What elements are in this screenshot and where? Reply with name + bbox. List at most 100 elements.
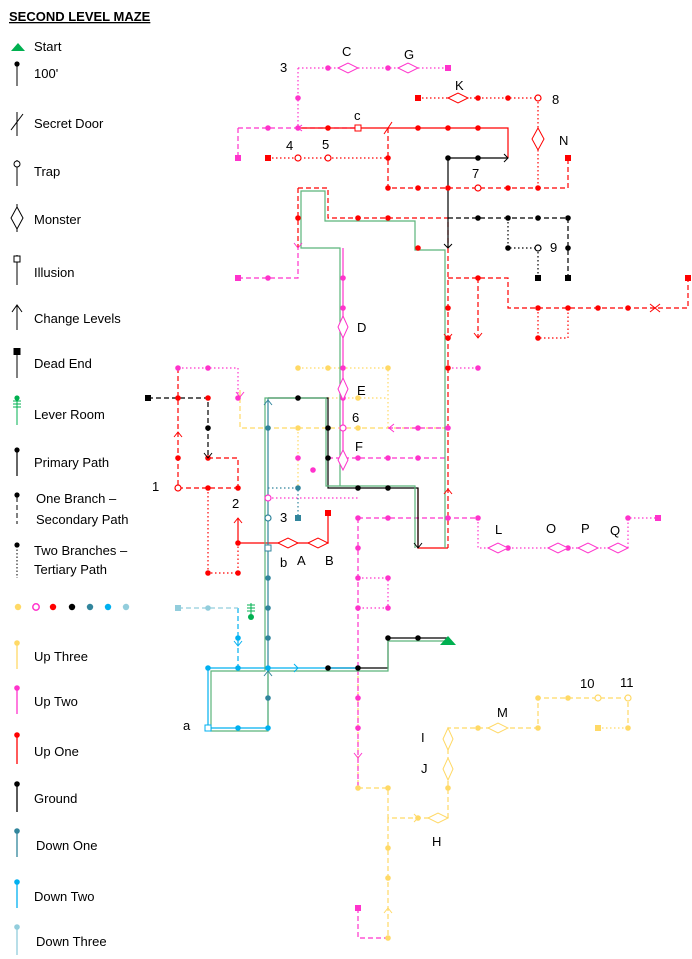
change-level-arrow-11 [443, 488, 453, 495]
monster-M [486, 722, 510, 734]
trap-10 [594, 694, 602, 702]
legend-label-lever-room: Lever Room [34, 407, 105, 422]
dead-end-12 [295, 515, 301, 521]
secret-door-3 [649, 303, 661, 313]
dead-end-14 [175, 605, 181, 611]
label-10: 10 [580, 676, 594, 691]
label-C: C [342, 44, 351, 59]
monster-icon [10, 204, 24, 232]
up-three-paths [239, 367, 629, 938]
dead-end-8 [565, 275, 571, 281]
label-M: M [497, 705, 508, 720]
label-H: H [432, 834, 441, 849]
up-one-paths [177, 97, 689, 574]
monster-P [576, 542, 600, 554]
trap-7 [474, 184, 482, 192]
dead-end-3 [235, 155, 241, 161]
legend-label-100: 100' [34, 66, 58, 81]
label-4: 4 [286, 138, 293, 153]
change-level-arrow-13 [263, 399, 273, 406]
tertiary-path-icon [14, 542, 20, 578]
label-G: G [404, 47, 414, 62]
label-J: J [421, 761, 428, 776]
change-level-arrow-3 [443, 243, 453, 249]
label-9: 9 [550, 240, 557, 255]
maze-paths [148, 67, 689, 939]
monster-A [276, 537, 300, 549]
monster-H [426, 812, 450, 824]
monster-Q [606, 542, 630, 554]
illusion-b [264, 544, 272, 552]
change-level-arrow-18 [383, 907, 393, 914]
illusion-icon [13, 255, 21, 285]
dead-end-7 [535, 275, 541, 281]
trap-2 [264, 494, 272, 502]
label-L: L [495, 522, 502, 537]
label-E: E [357, 383, 366, 398]
maze-symbols [145, 62, 691, 914]
dead-end-16 [355, 905, 361, 911]
legend-label-trap: Trap [34, 164, 60, 179]
label-6: 6 [352, 410, 359, 425]
down-one-key-icon [14, 828, 20, 857]
trap-icon [13, 160, 21, 186]
monster-N [531, 126, 545, 152]
trap-4 [294, 154, 302, 162]
label-b: b [280, 555, 287, 570]
legend-label-monster: Monster [34, 212, 82, 227]
primary-path-icon [14, 447, 20, 476]
trap-9 [534, 244, 542, 252]
monster-D [337, 314, 349, 340]
change-level-arrow-14 [263, 670, 273, 677]
change-level-arrow-1 [297, 124, 303, 132]
dead-end-9 [685, 275, 691, 281]
change-level-arrow-17 [353, 752, 363, 759]
page-title: SECOND LEVEL MAZE [9, 9, 151, 24]
change-level-arrow-5 [473, 332, 483, 339]
trap-8 [534, 94, 542, 102]
label-3-mid: 3 [280, 510, 287, 525]
down-two-key-icon [14, 879, 20, 908]
monster-F [337, 448, 349, 472]
monster-K [446, 92, 470, 104]
trap-3 [264, 514, 272, 522]
change-levels-icon [11, 304, 23, 330]
color-key-dots [14, 603, 130, 611]
change-level-arrow-19 [413, 813, 419, 823]
legend-label-up-one: Up One [34, 744, 79, 759]
monster-L [486, 542, 510, 554]
monster-I [442, 726, 454, 752]
label-1: 1 [152, 479, 159, 494]
legend-label-down-one: Down One [36, 838, 97, 853]
label-5: 5 [322, 137, 329, 152]
lever-room-icon [13, 395, 21, 425]
label-c: c [354, 108, 361, 123]
down-two-paths [207, 608, 358, 729]
label-N: N [559, 133, 568, 148]
change-level-arrow-15 [293, 663, 299, 673]
lever-room-marker [247, 603, 255, 620]
dead-end-6 [235, 275, 241, 281]
ground-key-icon [14, 781, 20, 812]
dead-end-15 [595, 725, 601, 731]
dead-end-5 [565, 155, 571, 161]
legend-label-down-three: Down Three [36, 934, 107, 949]
label-I: I [421, 730, 425, 745]
change-level-arrow-7 [235, 391, 245, 398]
up-one-key-icon [14, 732, 20, 764]
illusion-c [354, 124, 362, 132]
secret-door-1 [383, 121, 393, 135]
trap-1 [174, 484, 182, 492]
hundred-feet-icon [14, 61, 20, 86]
legend-label-secondary-path-1: One Branch – [36, 491, 117, 506]
maze-nodes [175, 65, 631, 941]
start-marker [440, 636, 456, 645]
dead-end-1 [445, 65, 451, 71]
change-level-arrow-4 [293, 242, 303, 249]
label-F: F [355, 439, 363, 454]
change-level-arrow-9 [203, 452, 213, 459]
change-level-arrow-8 [173, 431, 183, 438]
dead-end-icon [13, 348, 21, 378]
label-B: B [325, 553, 334, 568]
